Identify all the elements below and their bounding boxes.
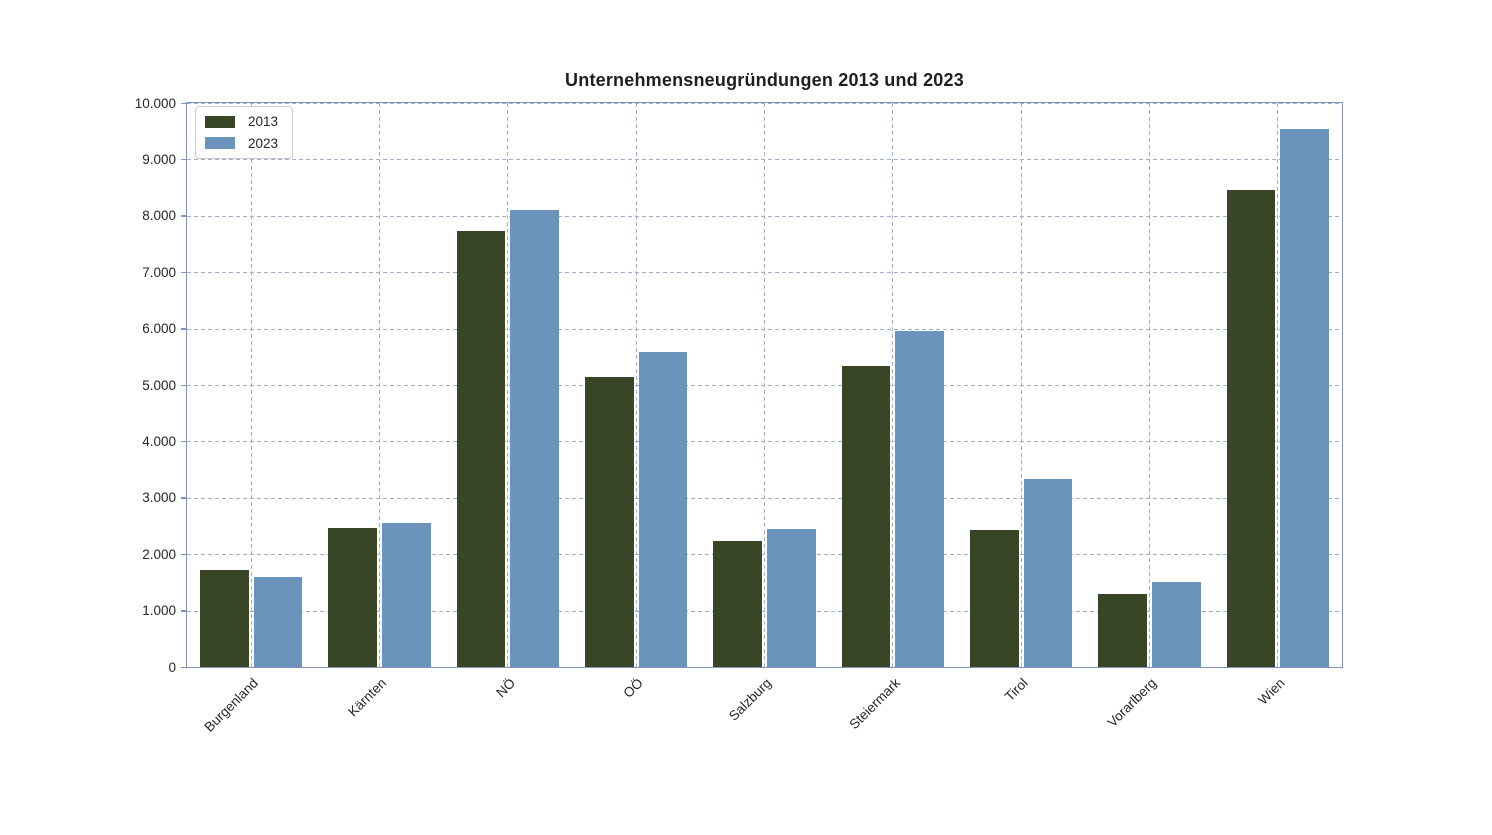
bar-2013-salzburg — [713, 540, 762, 667]
y-tick-mark — [181, 271, 187, 274]
y-tick-mark — [181, 384, 187, 386]
y-tick-label: 1.000 — [142, 602, 176, 618]
y-tick-mark — [181, 610, 187, 612]
x-tick-label: Burgenland — [201, 675, 262, 735]
bar-2023-tirol — [1023, 479, 1073, 667]
y-tick-label: 3.000 — [142, 490, 176, 506]
y-tick-label: 10.000 — [134, 95, 176, 111]
y-tick-label: 2.000 — [142, 546, 176, 562]
x-tick-label: NÖ — [492, 675, 518, 701]
bar-group-n- — [444, 103, 572, 667]
v-gridline — [1149, 103, 1150, 667]
legend-entry-2023: 2023 — [205, 135, 279, 151]
y-tick-mark — [181, 328, 187, 330]
bar-2023-wien — [1280, 128, 1330, 667]
bar-2013-tirol — [969, 529, 1019, 667]
v-gridline — [1020, 103, 1022, 667]
v-gridline — [764, 103, 765, 667]
bar-2023-k-rnten — [381, 522, 431, 667]
bar-2023-burgenland — [253, 577, 303, 667]
y-tick-mark — [181, 497, 187, 499]
y-tick-mark — [181, 102, 187, 104]
y-tick-mark — [181, 158, 187, 161]
legend-entry-2013: 2013 — [205, 115, 278, 129]
bar-group-burgenland — [187, 103, 315, 667]
legend-label-2023: 2023 — [248, 135, 279, 151]
bar-2023-o- — [638, 351, 688, 667]
bar-2013-n- — [456, 231, 506, 667]
bar-2023-n- — [510, 210, 560, 667]
y-tick-mark — [181, 440, 187, 443]
y-tick-label: 7.000 — [142, 264, 176, 280]
bar-2013-wien — [1226, 190, 1276, 667]
legend-swatch-2013 — [205, 115, 235, 128]
v-gridline — [1277, 103, 1279, 667]
bar-group-vorarlberg — [1085, 103, 1213, 667]
chart-title: Unternehmensneugründungen 2013 und 2023 — [565, 70, 964, 90]
x-tick-label: Tirol — [1002, 675, 1032, 705]
bar-2013-o- — [584, 377, 634, 667]
bar-group-o- — [572, 103, 700, 667]
bar-2013-burgenland — [199, 570, 249, 667]
legend-label-2013: 2013 — [248, 114, 279, 129]
v-gridline — [507, 103, 509, 667]
bar-2013-k-rnten — [328, 527, 377, 667]
x-tick-label: Salzburg — [726, 675, 775, 724]
x-tick-label: OÖ — [620, 675, 647, 701]
legend-swatch-2023 — [205, 137, 235, 150]
v-gridline — [378, 103, 380, 667]
v-gridline — [250, 103, 252, 667]
v-gridline — [635, 103, 637, 667]
bar-group-wien — [1214, 103, 1342, 667]
bar-group-salzburg — [700, 103, 828, 667]
y-tick-label: 0 — [168, 659, 176, 675]
legend: 2013 2023 — [195, 106, 294, 159]
x-tick-label: Vorarlberg — [1104, 675, 1160, 730]
bar-group-steiermark — [829, 103, 957, 667]
x-tick-label: Steiermark — [845, 675, 903, 733]
plot-area: 0 1.000 2.000 3.000 4.000 5.000 6.000 7.000 8.00… — [135, 96, 1343, 735]
bar-2023-salzburg — [766, 528, 816, 667]
y-tick-mark — [181, 666, 187, 668]
y-tick-mark — [181, 215, 187, 217]
bar-2013-steiermark — [841, 366, 891, 667]
bar-group-k-rnten — [315, 103, 443, 667]
bar-2013-vorarlberg — [1098, 593, 1147, 667]
x-tick-label: Wien — [1255, 675, 1288, 708]
v-gridline — [892, 103, 894, 667]
bar-2023-steiermark — [895, 331, 945, 667]
y-tick-label: 9.000 — [142, 151, 176, 167]
x-tick-label: Kärnten — [345, 675, 390, 720]
bar-group-tirol — [957, 103, 1085, 667]
y-tick-label: 5.000 — [142, 377, 176, 393]
y-tick-mark — [181, 553, 187, 556]
bar-2023-vorarlberg — [1151, 581, 1201, 667]
y-tick-label: 8.000 — [142, 208, 176, 224]
y-tick-label: 4.000 — [142, 433, 176, 449]
y-tick-label: 6.000 — [142, 320, 176, 336]
